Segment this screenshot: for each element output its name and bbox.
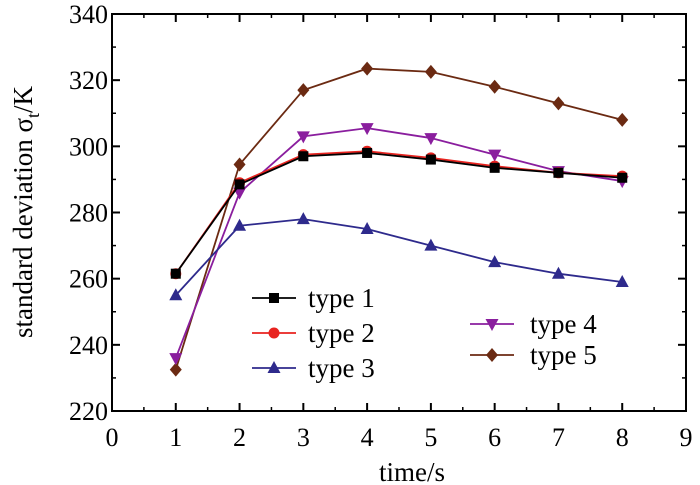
x-tick-label: 9 xyxy=(680,423,693,452)
data-point-type-3 xyxy=(296,212,310,225)
series-type-4 xyxy=(169,123,629,366)
legend-label-type-5: type 5 xyxy=(530,340,597,370)
y-axis-label-unit: /K xyxy=(8,85,38,113)
data-point-type-3 xyxy=(169,288,183,301)
y-tick-label: 260 xyxy=(69,265,108,294)
data-point-type-3 xyxy=(424,238,438,251)
plot-frame xyxy=(111,13,687,412)
data-point-type-5 xyxy=(169,362,182,377)
legend-item-type-5: type 5 xyxy=(470,340,597,370)
data-point-type-1 xyxy=(489,162,500,173)
data-point-type-1 xyxy=(298,151,309,162)
data-point-type-4 xyxy=(233,187,247,200)
series-type-5 xyxy=(169,61,629,377)
series-line-type-4 xyxy=(174,127,623,359)
legend-item-type-3: type 3 xyxy=(252,353,375,383)
y-axis-label-main: standard deviation σ xyxy=(8,118,38,338)
legend-marker-type-2 xyxy=(268,327,280,339)
legend-marker-type-1 xyxy=(269,293,279,303)
data-point-type-1 xyxy=(170,268,181,279)
data-point-type-3 xyxy=(615,274,629,287)
legend-marker-type-5 xyxy=(486,348,498,362)
legend-label-type-2: type 2 xyxy=(308,318,375,348)
data-point-type-5 xyxy=(361,61,374,76)
data-point-type-4 xyxy=(169,353,183,366)
x-tick-label: 3 xyxy=(297,423,310,452)
data-point-type-1 xyxy=(617,172,628,183)
legend-label-type-3: type 3 xyxy=(308,353,375,383)
x-tick-label: 0 xyxy=(106,423,119,452)
y-tick-label: 240 xyxy=(69,331,108,360)
y-tick-label: 340 xyxy=(69,0,108,29)
data-point-type-4 xyxy=(424,133,438,146)
data-point-type-5 xyxy=(552,96,565,111)
data-point-type-1 xyxy=(234,179,245,190)
x-tick-label: 1 xyxy=(169,423,182,452)
data-point-type-5 xyxy=(424,64,437,79)
series-line-type-1 xyxy=(175,152,623,275)
data-point-type-1 xyxy=(362,147,373,158)
legend-item-type-1: type 1 xyxy=(252,283,375,313)
series-line-type-5 xyxy=(174,67,623,370)
y-axis-label-subscript: t xyxy=(23,113,43,118)
data-point-type-1 xyxy=(425,154,436,165)
data-point-type-4 xyxy=(296,131,310,144)
legend-item-type-4: type 4 xyxy=(470,309,597,339)
legend-marker-type-4 xyxy=(485,319,499,331)
data-point-type-5 xyxy=(488,79,501,94)
data-point-type-3 xyxy=(551,266,565,279)
x-axis-label: time/s xyxy=(379,457,445,485)
y-axis-label: standard deviation σt/K xyxy=(8,85,43,338)
data-point-type-1 xyxy=(553,167,564,178)
data-point-type-3 xyxy=(488,255,502,268)
series-line-type-3 xyxy=(175,218,623,296)
y-tick-label: 280 xyxy=(69,199,108,228)
data-point-type-4 xyxy=(488,149,502,162)
legend-label-type-4: type 4 xyxy=(530,309,597,339)
data-point-type-5 xyxy=(297,83,310,98)
data-point-type-5 xyxy=(233,157,246,172)
series-type-3 xyxy=(169,212,629,301)
x-tick-label: 8 xyxy=(616,423,629,452)
data-point-type-3 xyxy=(360,222,374,235)
x-tick-label: 7 xyxy=(552,423,565,452)
y-tick-label: 220 xyxy=(69,397,108,426)
y-tick-label: 320 xyxy=(69,66,108,95)
data-point-type-4 xyxy=(360,123,374,136)
x-tick-label: 4 xyxy=(361,423,374,452)
legend-marker-type-3 xyxy=(267,361,281,373)
data-point-type-3 xyxy=(233,218,247,231)
x-tick-label: 5 xyxy=(424,423,437,452)
data-point-type-5 xyxy=(616,112,629,127)
y-tick-label: 300 xyxy=(69,132,108,161)
series-type-1 xyxy=(170,147,628,279)
x-tick-label: 6 xyxy=(488,423,501,452)
legend-label-type-1: type 1 xyxy=(308,283,375,313)
x-tick-label: 2 xyxy=(233,423,246,452)
legend-item-type-2: type 2 xyxy=(252,318,375,348)
